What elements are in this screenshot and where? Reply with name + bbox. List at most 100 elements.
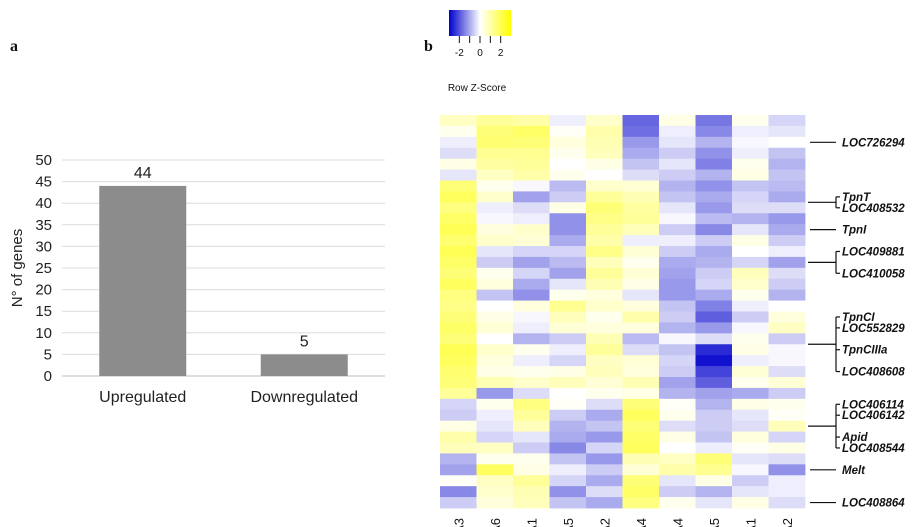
heatmap-cell	[732, 464, 769, 476]
gene-label: Apid	[841, 432, 869, 444]
color-key-ticks: -2 0 2	[455, 36, 504, 59]
heatmap-cell	[549, 442, 587, 454]
heatmap-cell	[440, 169, 477, 181]
heatmap-cell	[768, 453, 806, 465]
heatmap-cell	[768, 442, 806, 454]
heatmap-cell	[440, 420, 477, 432]
gene-label: LOC408532	[842, 203, 905, 215]
heatmap-cell	[768, 475, 806, 487]
heatmap-cell	[440, 147, 477, 160]
heatmap-cell	[440, 355, 477, 367]
heatmap-cell	[622, 267, 660, 280]
heatmap-cell	[549, 267, 587, 280]
column-label: HA2	[780, 518, 795, 527]
heatmap-cell	[513, 115, 550, 127]
heatmap-cell	[440, 366, 477, 378]
heatmap-cell	[622, 377, 660, 389]
heatmap-cell	[513, 409, 550, 422]
heatmap-cell	[659, 311, 696, 323]
heatmap-cell	[586, 213, 623, 225]
heatmap-cell	[622, 125, 660, 138]
heatmap-cell	[440, 125, 477, 138]
heatmap-cell	[549, 169, 587, 181]
heatmap-cell	[476, 366, 514, 378]
bar-bars	[99, 185, 348, 376]
heatmap-cell	[732, 300, 769, 312]
heatmap-cell	[513, 486, 550, 498]
heatmap-cell	[440, 235, 477, 247]
heatmap-cell	[440, 464, 477, 476]
heatmap-cell	[695, 180, 733, 192]
heatmap-cell	[586, 158, 623, 170]
heatmap-cell	[732, 409, 769, 422]
heatmap-cell	[622, 246, 660, 258]
heatmap-cell	[586, 256, 623, 269]
y-tick-label: 20	[35, 282, 52, 299]
heatmap-cell	[586, 344, 623, 356]
heatmap-cell	[768, 246, 806, 258]
heatmap-cell	[695, 267, 733, 280]
heatmap-cell	[659, 289, 696, 301]
heatmap-cell	[695, 115, 733, 127]
heatmap-cell	[622, 278, 660, 291]
heatmap-cell	[768, 125, 806, 138]
heatmap-cell	[586, 311, 623, 323]
gene-label: LOC726294	[842, 137, 905, 149]
heatmap-cell	[659, 246, 696, 258]
heatmap-cell	[732, 398, 769, 411]
heatmap-cell	[732, 180, 769, 192]
heatmap-cell	[622, 289, 660, 301]
heatmap-cell	[476, 322, 514, 334]
heatmap-cell	[659, 355, 696, 367]
heatmap-cell	[732, 246, 769, 258]
heatmap-cell	[586, 125, 623, 138]
heatmap-cell	[659, 158, 696, 170]
y-tick-label: 50	[35, 152, 52, 169]
heatmap-cell	[549, 235, 587, 247]
heatmap-cell	[768, 267, 806, 280]
heatmap-cell	[622, 442, 660, 454]
heatmap-cell	[549, 387, 587, 400]
heatmap-cell	[476, 191, 514, 203]
heatmap-cell	[586, 464, 623, 476]
heatmap-cell	[732, 311, 769, 323]
bar-category-labels: Upregulated Downregulated	[99, 389, 358, 406]
heatmap-cell	[659, 278, 696, 291]
heatmap-cell	[513, 180, 550, 192]
heatmap-cell	[549, 289, 587, 301]
heatmap-cell	[659, 125, 696, 138]
heatmap-cell	[586, 497, 623, 509]
heatmap-cell	[440, 191, 477, 203]
heatmap-cell	[659, 453, 696, 465]
heatmap-cell	[476, 442, 514, 454]
heatmap-cell	[732, 267, 769, 280]
heatmap-cell	[695, 486, 733, 498]
heatmap-cell	[513, 475, 550, 487]
heatmap-cell	[476, 497, 514, 509]
heatmap-cell	[695, 213, 733, 225]
heatmap-cell	[440, 486, 477, 498]
heatmap-cell	[586, 191, 623, 203]
bar-downregulated	[260, 354, 348, 376]
heatmap-cell	[695, 147, 733, 160]
heatmap-cell	[549, 366, 587, 378]
heatmap-cell	[768, 366, 806, 378]
heatmap-cell	[695, 464, 733, 476]
heatmap-cell	[768, 377, 806, 389]
heatmap-cell	[513, 213, 550, 225]
color-key: -2 0 2 Row Z-Score	[448, 10, 511, 94]
heatmap-cell	[768, 497, 806, 509]
heatmap-cell	[513, 453, 550, 465]
heatmap-cell	[659, 431, 696, 443]
heatmap-cell	[622, 475, 660, 487]
heatmap-cell	[476, 464, 514, 476]
heatmap-cell	[549, 377, 587, 389]
heatmap-cell	[622, 420, 660, 432]
heatmap-cell	[476, 235, 514, 247]
heatmap-cell	[549, 147, 587, 160]
column-label: NA1	[524, 518, 539, 527]
heatmap-cell	[622, 224, 660, 236]
column-label: HA4	[670, 518, 685, 527]
heatmap-cell	[513, 256, 550, 269]
